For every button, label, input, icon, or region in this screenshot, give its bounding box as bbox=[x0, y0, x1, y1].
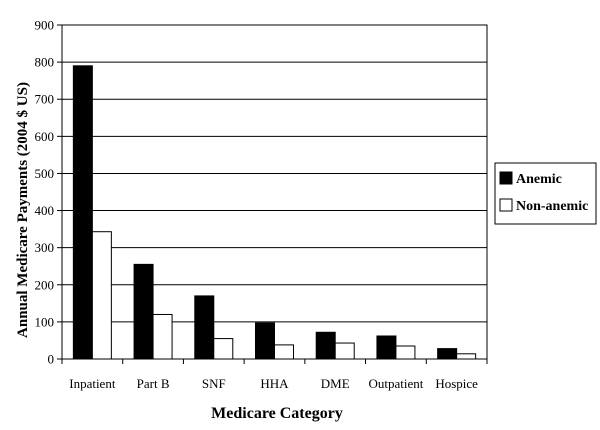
y-tick-label: 600 bbox=[35, 129, 55, 144]
bar-non-anemic-snf bbox=[213, 338, 234, 360]
y-axis-ticks: 0 100 200 300 400 500 600 700 800 900 bbox=[35, 18, 62, 367]
x-tick-label: SNF bbox=[202, 376, 226, 391]
legend: Anemic Non-anemic bbox=[494, 162, 597, 225]
y-tick-label: 700 bbox=[35, 92, 55, 107]
bar-non-anemic-dme bbox=[334, 342, 355, 360]
plot-frame bbox=[61, 24, 488, 360]
bar-non-anemic-hha bbox=[274, 344, 294, 360]
bar-anemic-hha bbox=[255, 322, 275, 360]
bar-anemic-outpatient bbox=[376, 335, 397, 360]
bar-non-anemic-inpatient bbox=[91, 231, 112, 360]
y-tick-label: 100 bbox=[35, 314, 55, 329]
y-tick-label: 900 bbox=[35, 18, 55, 33]
y-tick-label: 300 bbox=[35, 240, 55, 255]
y-tick-label: 500 bbox=[35, 166, 55, 181]
bar-non-anemic-part-b bbox=[152, 313, 173, 360]
x-tick-label: Outpatient bbox=[368, 376, 423, 391]
gridlines bbox=[62, 61, 487, 323]
legend-swatch bbox=[499, 198, 513, 212]
y-tick-label: 0 bbox=[48, 352, 55, 367]
bar-non-anemic-hospice bbox=[456, 353, 477, 360]
x-tick-label: DME bbox=[321, 376, 350, 391]
legend-label: Anemic bbox=[516, 172, 562, 187]
x-tick-label: Inpatient bbox=[69, 376, 116, 391]
x-axis-title: Medicare Category bbox=[211, 405, 343, 422]
x-tick-label: Part B bbox=[137, 376, 170, 391]
bar-anemic-hospice bbox=[437, 348, 458, 360]
legend-label: Non-anemic bbox=[516, 199, 588, 214]
y-tick-label: 400 bbox=[35, 203, 55, 218]
bar-non-anemic-outpatient bbox=[395, 345, 416, 360]
x-axis-ticks: Inpatient Part B SNF HHA DME Outpatient Hospic… bbox=[61, 359, 488, 391]
bar-anemic-dme bbox=[315, 331, 336, 360]
x-tick-label: Hospice bbox=[435, 376, 478, 391]
legend-swatch bbox=[499, 171, 513, 185]
bars bbox=[72, 65, 477, 360]
y-tick-label: 800 bbox=[35, 55, 55, 70]
y-tick-label: 200 bbox=[35, 277, 55, 292]
bar-anemic-snf bbox=[194, 295, 215, 360]
x-tick-label: HHA bbox=[260, 376, 289, 391]
bar-anemic-inpatient bbox=[72, 65, 93, 360]
y-axis-title: Annual Medicare Payments (2004 $ US) bbox=[15, 82, 31, 338]
bar-anemic-part-b bbox=[133, 263, 154, 360]
